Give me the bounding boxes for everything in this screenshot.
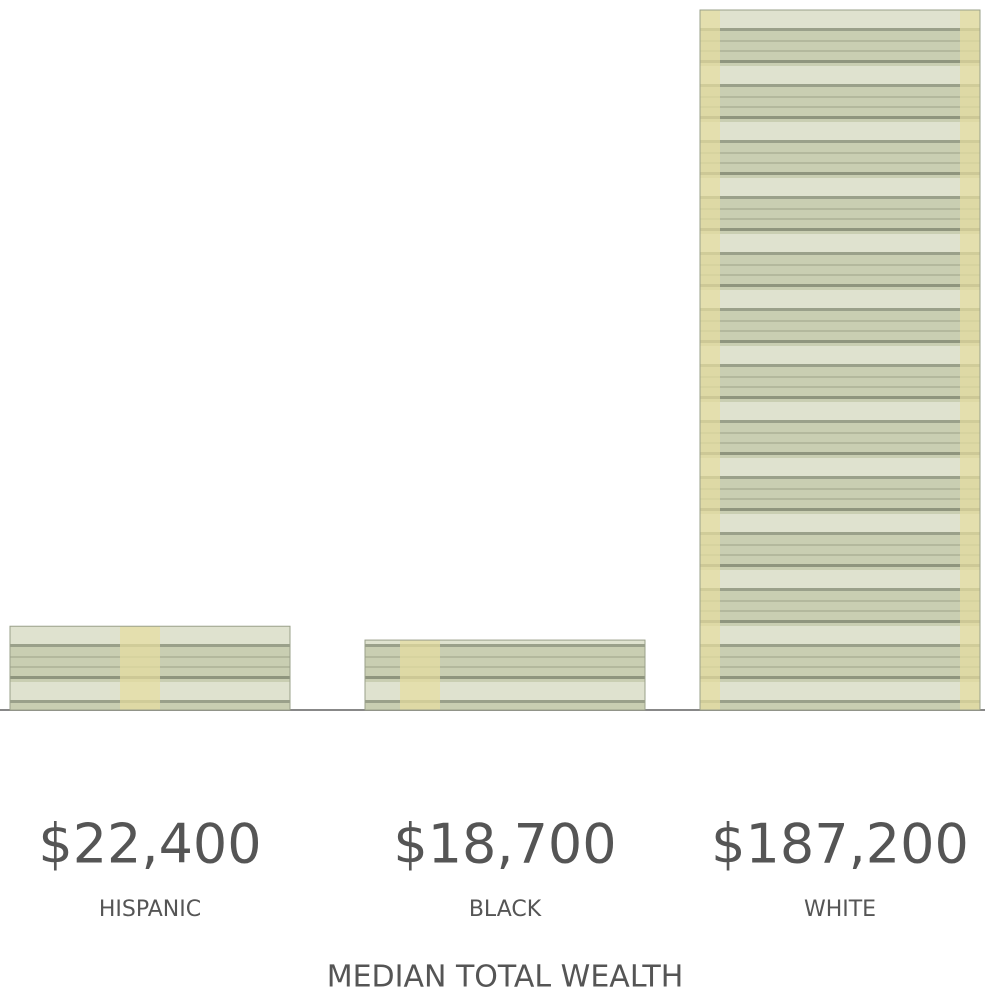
money-stack — [365, 640, 645, 710]
category-label: WHITE — [804, 897, 876, 922]
value-label: $187,200 — [711, 813, 969, 876]
category-label: HISPANIC — [99, 897, 201, 922]
value-label: $22,400 — [38, 813, 261, 876]
value-label: $18,700 — [393, 813, 616, 876]
chart-title: MEDIAN TOTAL WEALTH — [327, 960, 684, 995]
category-label: BLACK — [469, 897, 542, 922]
money-stack — [10, 626, 290, 710]
money-stack — [700, 10, 980, 710]
chart: MEDIAN TOTAL WEALTH $22,400 HISPANIC $18,7… — [0, 0, 985, 995]
